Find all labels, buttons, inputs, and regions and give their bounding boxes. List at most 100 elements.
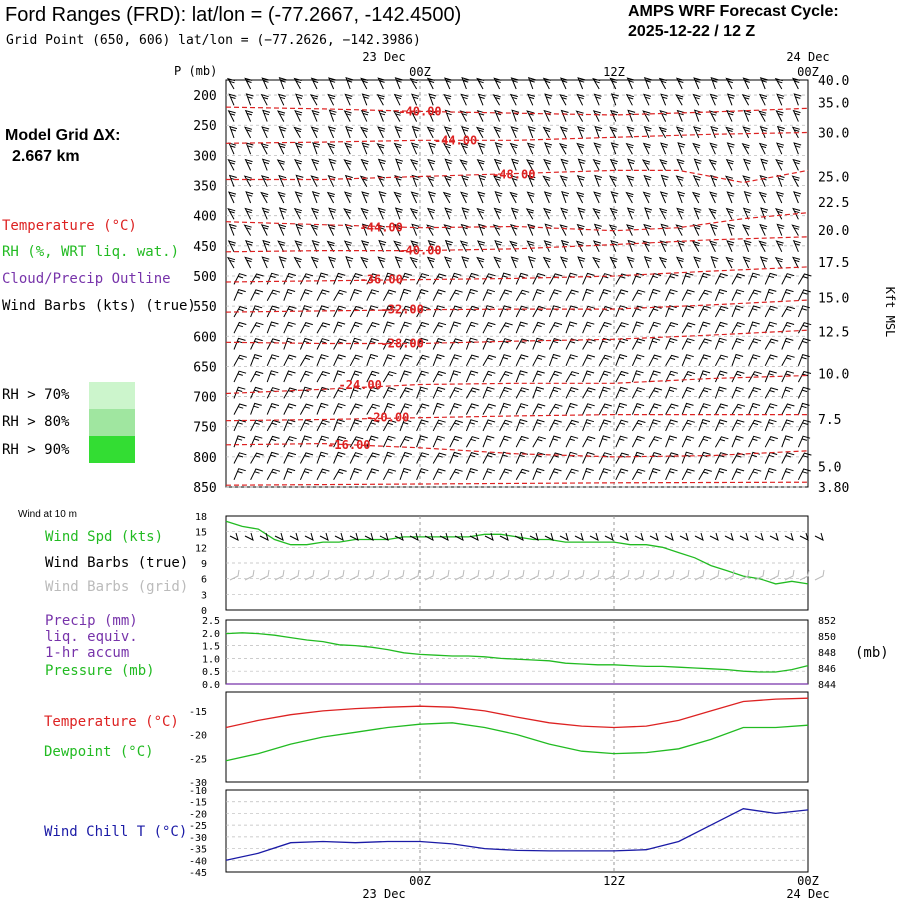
wind-barb: [476, 159, 485, 171]
grid-point-label: Grid Point (650, 606) lat/lon = (−77.262…: [6, 33, 421, 48]
windchill-tick-label: -25: [189, 821, 207, 832]
wind-barb: [343, 191, 353, 204]
surface-wind-barb: [259, 532, 269, 541]
wind-barb: [328, 158, 337, 171]
wind-barb: [665, 370, 679, 383]
windchill-tick-label: -45: [189, 868, 207, 879]
wind-barb: [476, 240, 486, 253]
wind-barb: [659, 110, 668, 122]
wind-barb: [382, 321, 395, 334]
wind-barb: [565, 338, 579, 350]
grid-wind-barb: [439, 569, 450, 581]
pressure-tick-label: 650: [193, 360, 216, 375]
wind-barb: [764, 370, 777, 383]
grid-wind-barb: [754, 569, 765, 581]
wind-barb: [261, 126, 270, 139]
wind-barb: [410, 240, 419, 253]
wind-barb: [245, 191, 254, 204]
wind-barb: [349, 305, 364, 318]
wind-barb: [615, 419, 629, 432]
isotherm-label: -44.00: [360, 221, 403, 235]
wind-barb: [432, 289, 446, 301]
wind-barb: [349, 288, 362, 301]
wind-barb: [366, 435, 379, 448]
wind-barb: [776, 142, 785, 155]
pressure-tick-label: 250: [193, 119, 216, 134]
pressure-tick-label: 400: [193, 210, 216, 225]
wind-barb: [582, 403, 595, 415]
wind-barb: [776, 125, 785, 139]
wind-barb: [299, 452, 314, 464]
wind-barb: [532, 419, 545, 432]
wind-barb: [710, 256, 719, 269]
wind-barb: [665, 386, 678, 399]
wind-barb: [432, 353, 445, 366]
wind-barb: [648, 387, 663, 399]
wind-barb: [327, 126, 336, 139]
wind-barb: [665, 452, 679, 464]
wind-barb: [643, 256, 652, 269]
temperature-tick-label: -25: [189, 754, 207, 765]
wind-barb: [416, 386, 429, 399]
wind-barb: [615, 386, 628, 399]
wind-barb: [444, 207, 453, 220]
wind-barb: [560, 207, 569, 220]
wind-barb: [394, 207, 403, 220]
windchill-tick-label: -20: [189, 809, 207, 820]
wind-barb: [360, 207, 369, 220]
wind-barb: [793, 191, 802, 204]
grid-wind-barb: [334, 569, 345, 581]
wind-barb: [444, 239, 453, 252]
wind-barb: [727, 223, 736, 236]
isotherm-label: -32.00: [381, 303, 424, 317]
wind-barb: [648, 337, 661, 350]
wind-barb: [792, 207, 801, 220]
wind-barb: [743, 158, 752, 171]
wind-barb: [465, 272, 479, 285]
grid-wind-barb: [664, 569, 675, 581]
wind-barb: [725, 256, 734, 269]
wind-barb: [643, 126, 652, 139]
wind-barb: [781, 288, 794, 301]
wind-barb: [278, 126, 287, 139]
isotherm-line: [225, 442, 809, 458]
wind-barb: [565, 419, 579, 432]
wind-barb: [482, 322, 496, 334]
wind-barb: [776, 223, 785, 236]
wind-barb: [411, 125, 420, 139]
wind-barb: [698, 321, 711, 334]
wind-barb: [399, 370, 412, 383]
legend-rh90-label: RH > 90%: [2, 442, 70, 458]
wind-barb: [260, 142, 269, 155]
wind-barb: [250, 273, 264, 285]
legend-liq-equiv: liq. equiv.: [45, 629, 138, 645]
wind-barb: [243, 175, 252, 187]
surface-wind-barb: [454, 532, 464, 541]
wind-barb: [482, 337, 495, 350]
wind-barb: [244, 109, 253, 122]
wind-tick-label: 15: [195, 528, 207, 539]
wind-barb: [444, 256, 453, 269]
wind-barb: [731, 403, 746, 415]
grid-wind-barb: [604, 569, 615, 581]
wind-barb: [548, 353, 561, 366]
wind-barb: [731, 273, 745, 285]
wind-barb: [764, 288, 777, 301]
wind-barb: [548, 273, 563, 285]
surface-wind-barb: [739, 532, 749, 541]
wind-barb: [349, 386, 362, 399]
legend-rh70-swatch: [89, 382, 135, 409]
wind-barb: [382, 305, 396, 318]
wind-barb: [709, 142, 718, 155]
wind-barb: [250, 370, 264, 383]
surface-wind-barb: [409, 532, 419, 541]
surface-wind-barb: [274, 532, 284, 541]
wind-barb: [692, 142, 701, 155]
wind-barb: [659, 159, 668, 171]
wind-barb: [792, 77, 801, 90]
wind-barb: [266, 402, 280, 415]
wind-barb: [615, 435, 628, 448]
legend-barbs-true: Wind Barbs (true): [45, 555, 189, 571]
wind-barb: [565, 289, 579, 301]
wind-barb: [233, 337, 246, 350]
